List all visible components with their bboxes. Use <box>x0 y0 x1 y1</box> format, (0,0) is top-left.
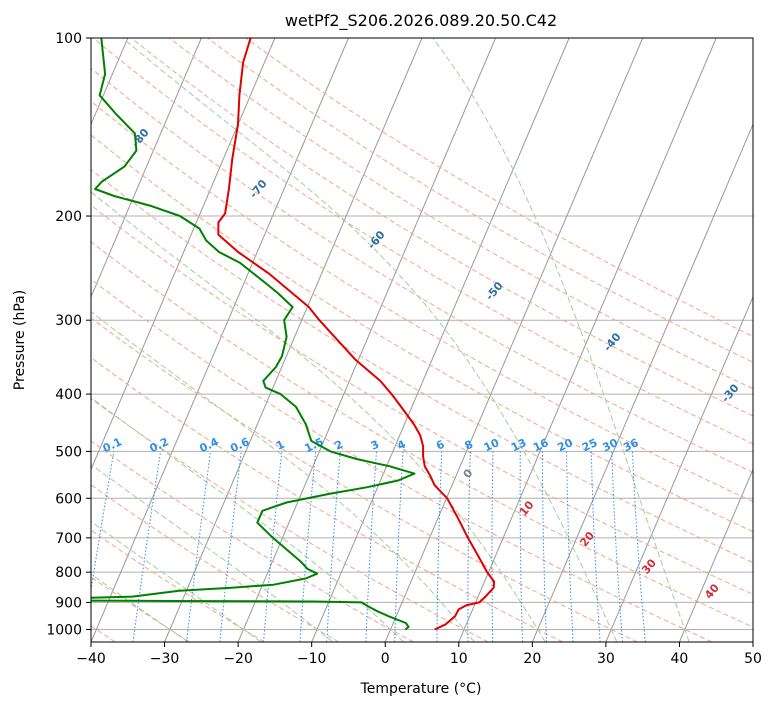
x-tick-label: 20 <box>523 651 541 667</box>
mixing-ratio-line <box>467 451 471 642</box>
dew-point-line <box>91 38 416 631</box>
mixing-ratio-line <box>566 451 574 642</box>
isotherm <box>91 38 276 471</box>
x-tick-label: −10 <box>297 651 327 667</box>
mixing-ratio-line <box>436 451 443 642</box>
y-tick-label: 900 <box>55 595 82 611</box>
isotherm <box>91 38 349 642</box>
x-tick-label: 40 <box>671 651 689 667</box>
moist-adiabat <box>432 38 690 642</box>
mixing-ratio-line <box>491 451 494 642</box>
dry-adiabat <box>91 67 753 473</box>
x-axis-ticks: −40 −30 −20 −10 0 10 20 30 40 50 <box>76 642 762 667</box>
x-axis-label: Temperature (°C) <box>360 681 482 697</box>
isotherm <box>678 468 753 642</box>
dry-adiabat <box>91 484 340 642</box>
mixing-ratio-line <box>299 451 317 642</box>
chart-title: wetPf2_S206.2026.089.20.50.C42 <box>285 11 557 31</box>
moist-adiabat <box>91 311 475 642</box>
dry-adiabat <box>91 317 638 642</box>
y-tick-label: 500 <box>55 444 82 460</box>
background-lines <box>91 38 753 642</box>
x-tick-label: 30 <box>597 651 615 667</box>
dry-adiabat <box>91 204 753 595</box>
dry-adiabat <box>207 38 753 363</box>
x-tick-label: −40 <box>76 651 106 667</box>
moist-adiabat <box>91 191 546 642</box>
mixing-ratio-line <box>326 451 341 642</box>
isotherm <box>237 38 497 642</box>
mixing-ratio-line <box>186 451 211 642</box>
y-tick-label: 700 <box>55 531 82 547</box>
mixing-ratio-line <box>541 451 548 642</box>
mixing-ratio-label: 25 <box>580 436 599 454</box>
mixing-ratio-label: 36 <box>621 436 641 454</box>
dry-adiabat <box>91 529 265 642</box>
mixing-ratio-line <box>132 451 162 642</box>
mixing-ratio-label: 10 <box>482 436 502 454</box>
dry-adiabat <box>91 100 753 503</box>
y-tick-label: 100 <box>55 31 82 47</box>
mixing-ratio-line <box>394 451 404 642</box>
x-tick-label: −20 <box>223 651 253 667</box>
y-tick-label: 800 <box>55 565 82 581</box>
mixing-ratio-label: 20 <box>555 436 575 454</box>
mixing-ratio-line <box>519 451 523 642</box>
dry-adiabat <box>91 241 753 628</box>
profile-series <box>91 38 496 631</box>
x-tick-label: 10 <box>450 651 468 667</box>
mixing-ratio-line <box>263 451 283 642</box>
x-tick-label: −30 <box>150 651 180 667</box>
isotherm <box>91 38 202 299</box>
dry-adiabat <box>91 278 713 642</box>
dry-adiabat <box>92 38 753 445</box>
mixing-ratio-line <box>590 451 601 642</box>
dry-adiabat <box>91 134 753 533</box>
mixing-ratio-label: 16 <box>531 436 551 454</box>
isotherm <box>458 38 717 642</box>
y-tick-label: 600 <box>55 491 82 507</box>
mixing-ratio-line <box>219 451 242 642</box>
plot-frame <box>90 37 754 643</box>
y-tick-label: 1000 <box>46 622 82 638</box>
dry-adiabat <box>91 440 414 642</box>
mixing-ratio-line <box>631 451 646 642</box>
y-tick-label: 400 <box>55 387 82 403</box>
plot-area <box>91 38 753 642</box>
isotherm <box>605 295 753 642</box>
mixing-ratio-label: 30 <box>601 436 621 454</box>
temperature-line <box>217 38 496 631</box>
dry-adiabat <box>91 169 753 564</box>
moist-adiabat <box>91 520 262 642</box>
isotherm <box>531 123 753 642</box>
dry-adiabat <box>131 38 753 417</box>
mixing-ratio-line <box>611 451 624 642</box>
isotherm <box>164 38 423 642</box>
isotherm <box>384 38 644 642</box>
y-tick-label: 300 <box>55 313 82 329</box>
mixing-ratio-label: 13 <box>509 436 528 454</box>
y-axis-ticks: 100 200 300 400 500 600 700 800 900 1000 <box>46 31 91 638</box>
y-tick-label: 200 <box>55 209 82 225</box>
mixing-ratio-line <box>365 451 377 642</box>
x-tick-label: 50 <box>744 651 762 667</box>
x-tick-label: 0 <box>381 651 390 667</box>
y-axis-label: Pressure (hPa) <box>12 290 28 390</box>
